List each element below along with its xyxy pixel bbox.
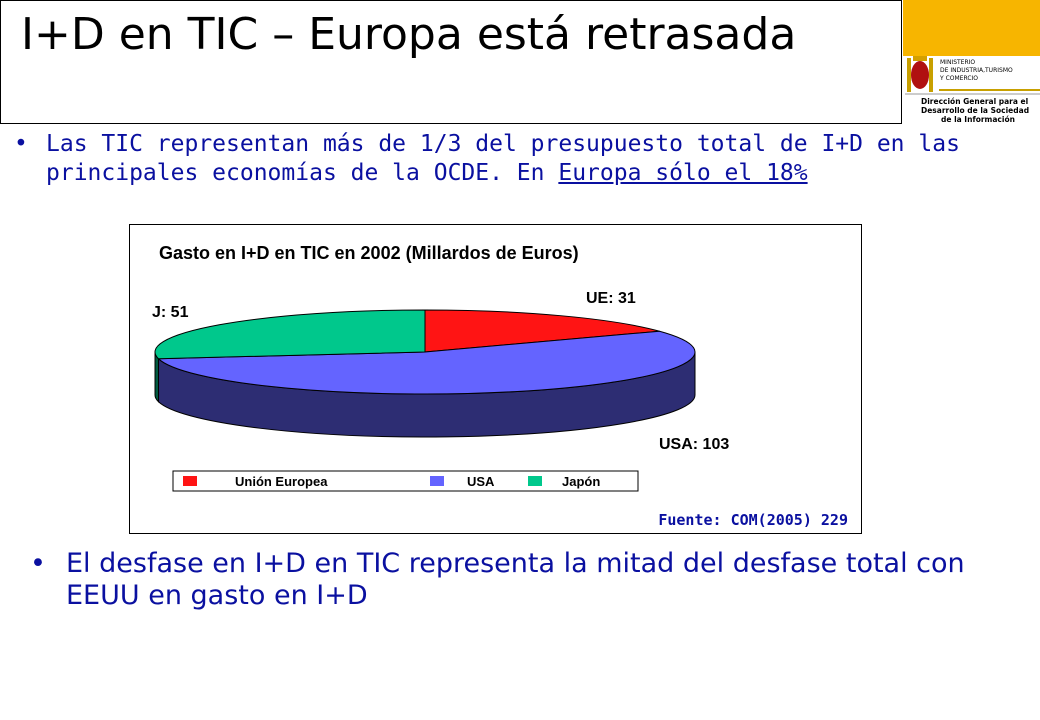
bullet-glyph: • [14, 131, 28, 157]
logo-dg-line-1: Dirección General para el [921, 97, 1028, 106]
pie-slice-1 [157, 330, 696, 395]
logo-dg-line-3: de la Información [941, 115, 1015, 124]
pie-chart: Gasto en I+D en TIC en 2002 (Millardos d… [152, 243, 848, 529]
bullet-ict-budget-text: Las TIC representan más de 1/3 del presu… [46, 130, 1024, 188]
chart-frame: Gasto en I+D en TIC en 2002 (Millardos d… [129, 224, 862, 534]
data-label-2: J: 51 [152, 304, 189, 321]
bullet-ict-budget-part1: Las TIC representan más de 1/3 del presu… [46, 131, 960, 186]
title-box: I+D en TIC – Europa está retrasada [0, 0, 902, 124]
pie-slice-2 [154, 309, 426, 360]
chart-title: Gasto en I+D en TIC en 2002 (Millardos d… [159, 243, 579, 263]
bullet-ict-budget-underlined: Europa sólo el 18% [558, 160, 808, 186]
bullet-glyph: • [30, 548, 46, 579]
pie-slice-0 [424, 309, 660, 353]
legend-swatch-0 [183, 476, 197, 486]
pie-side-2 [154, 351, 160, 403]
legend-swatch-1 [430, 476, 444, 486]
legend-box [172, 470, 639, 492]
coat-of-arms-icon [911, 61, 929, 89]
slide-title: I+D en TIC – Europa está retrasada [21, 9, 797, 60]
legend-label-0: Unión Europea [235, 474, 328, 489]
legend-label-1: USA [467, 474, 495, 489]
data-labels: UE: 31 USA: 103 J: 51 [152, 290, 729, 453]
logo-ministry-line-2: DE INDUSTRIA,TURISMO [940, 67, 1013, 74]
bullet-gap: • El desfase en I+D en TIC representa la… [30, 548, 1010, 612]
bullet-gap-text: El desfase en I+D en TIC representa la m… [66, 548, 965, 611]
logo-ministry-line-3: Y COMERCIO [939, 75, 978, 82]
logo-ministry-line-1: MINISTERIO [940, 59, 975, 66]
logo-dg-line-2: Desarrollo de la Sociedad [921, 106, 1029, 115]
logo-graphic: MINISTERIO DE INDUSTRIA,TURISMO Y COMERC… [903, 56, 1040, 124]
data-label-0: UE: 31 [586, 290, 636, 307]
legend: Unión Europea USA Japón [183, 474, 600, 489]
legend-label-2: Japón [562, 474, 600, 489]
bullet-ict-budget: • Las TIC representan más de 1/3 del pre… [14, 130, 1024, 188]
pie-group [154, 309, 696, 438]
logo-yellow-band [903, 0, 1040, 56]
ministry-logo: MINISTERIO DE INDUSTRIA,TURISMO Y COMERC… [903, 0, 1040, 124]
legend-swatch-2 [528, 476, 542, 486]
data-label-1: USA: 103 [659, 436, 729, 453]
chart-source: Fuente: COM(2005) 229 [658, 511, 848, 529]
